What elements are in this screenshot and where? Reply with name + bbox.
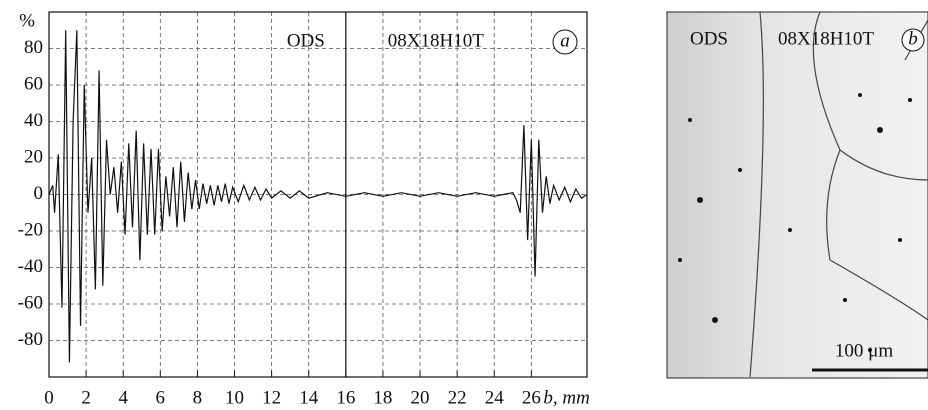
- scale-label: 100 μm: [835, 340, 893, 361]
- micrograph-label: ODS: [690, 28, 728, 49]
- x-tick-label: 4: [118, 387, 128, 408]
- panel-circle: [552, 29, 578, 55]
- y-tick-label: -20: [18, 219, 43, 240]
- y-tick-label: -80: [18, 329, 43, 350]
- y-tick-label: -60: [18, 292, 43, 313]
- panel-label: a: [560, 30, 570, 51]
- x-tick-label: 12: [262, 387, 281, 408]
- panel-label: b: [908, 28, 918, 49]
- x-tick-label: 10: [225, 387, 244, 408]
- grain-boundaries: [749, 11, 928, 378]
- x-tick-label: 14: [299, 387, 319, 408]
- annotation: ODS: [287, 30, 325, 51]
- x-axis-label: b, mm: [543, 387, 589, 408]
- x-tick-label: 8: [193, 387, 203, 408]
- y-tick-label: 40: [24, 110, 43, 131]
- x-tick-label: 2: [81, 387, 91, 408]
- x-tick-label: 26: [522, 387, 541, 408]
- micrograph: 100 μm ODS 08X18H10T b: [666, 11, 928, 379]
- y-tick-label: 20: [24, 146, 43, 167]
- x-tick-label: 18: [373, 387, 392, 408]
- x-tick-label: 6: [156, 387, 166, 408]
- y-tick-label: -40: [18, 256, 43, 277]
- x-tick-label: 22: [448, 387, 467, 408]
- micrograph-label: 08X18H10T: [778, 28, 874, 49]
- particles: [678, 93, 912, 352]
- x-tick-label: 24: [485, 387, 505, 408]
- x-tick-label: 16: [336, 387, 355, 408]
- x-tick-label: 0: [44, 387, 54, 408]
- annotation: 08X18H10T: [388, 30, 484, 51]
- y-tick-label: 80: [24, 37, 43, 58]
- panel-circle: [901, 28, 925, 52]
- y-tick-label: 60: [24, 73, 43, 94]
- x-tick-label: 20: [411, 387, 430, 408]
- y-axis-label: %: [19, 10, 35, 31]
- micrograph-image: [666, 11, 928, 379]
- y-tick-label: 0: [34, 183, 44, 204]
- signal-line: [48, 30, 588, 363]
